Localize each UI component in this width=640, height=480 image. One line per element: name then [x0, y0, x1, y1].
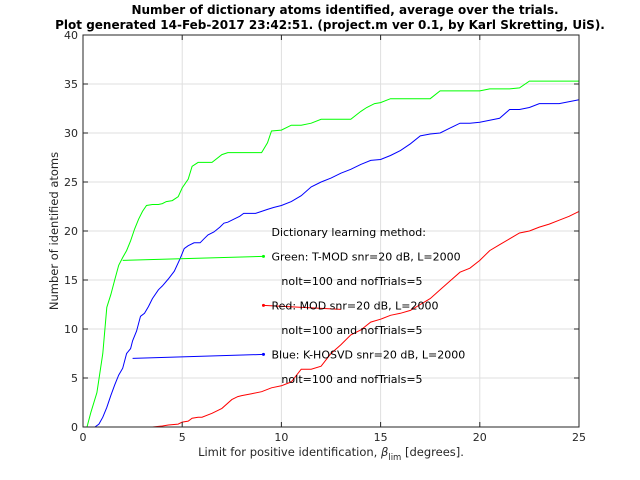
series-green-line	[86, 80, 579, 428]
y-tick-label: 10	[64, 323, 78, 336]
y-tick-label: 20	[64, 225, 78, 238]
y-tick-label: 35	[64, 78, 78, 91]
annotation-text: Green: T-MOD snr=20 dB, L=2000	[271, 250, 460, 263]
y-tick-label: 5	[71, 372, 78, 385]
chart-subtitle: Plot generated 14-Feb-2017 23:42:51. (pr…	[55, 18, 605, 32]
annotation-text: noIt=100 and nofTrials=5	[281, 275, 422, 288]
x-ticks: 0 5 10 15 20 25	[80, 35, 586, 444]
x-axis-label-beta: β	[380, 445, 388, 459]
series-blue-line	[94, 99, 580, 428]
y-tick-label: 30	[64, 127, 78, 140]
x-tick-label: 0	[80, 431, 87, 444]
annotation-arrow	[263, 304, 341, 310]
annotation-arrows	[122, 254, 341, 359]
series-red-line	[83, 210, 580, 428]
annotation-text: noIt=100 and nofTrials=5	[281, 324, 422, 337]
series-layer	[83, 80, 580, 428]
y-tick-label: 0	[71, 421, 78, 434]
chart-title: Number of dictionary atoms identified, a…	[131, 3, 558, 17]
annotation-text: Dictionary learning method:	[271, 226, 425, 239]
y-tick-label: 40	[64, 29, 78, 42]
x-axis-label-tail: [degrees].	[401, 445, 464, 459]
grid	[83, 35, 579, 427]
annotation-arrow-tail	[261, 303, 265, 307]
annotation-text: Blue: K-HOSVD snr=20 dB, L=2000	[271, 348, 465, 361]
y-tick-label: 25	[64, 176, 78, 189]
annotation-arrow-tail	[261, 254, 265, 258]
annotation-arrow-tail	[261, 352, 265, 356]
annotation-arrow	[132, 353, 264, 359]
annotation-text: noIt=100 and nofTrials=5	[281, 373, 422, 386]
x-tick-label: 20	[473, 431, 487, 444]
x-tick-label: 10	[274, 431, 288, 444]
x-axis-label: Limit for positive identification, βlim …	[198, 445, 464, 463]
y-axis-label: Number of identified atoms	[47, 152, 61, 310]
x-tick-label: 15	[374, 431, 388, 444]
x-axis-label-sub: lim	[388, 453, 401, 463]
annotation-arrow	[122, 255, 264, 261]
annotation-text: Red: MOD snr=20 dB, L=2000	[271, 299, 438, 312]
x-tick-label: 25	[572, 431, 586, 444]
y-tick-label: 15	[64, 274, 78, 287]
x-tick-label: 5	[179, 431, 186, 444]
x-axis-label-main: Limit for positive identification,	[198, 445, 381, 459]
y-ticks: 0 5 10 15 20 25 30 35 40	[64, 29, 579, 434]
annotations: Dictionary learning method: Green: T-MOD …	[271, 226, 465, 386]
